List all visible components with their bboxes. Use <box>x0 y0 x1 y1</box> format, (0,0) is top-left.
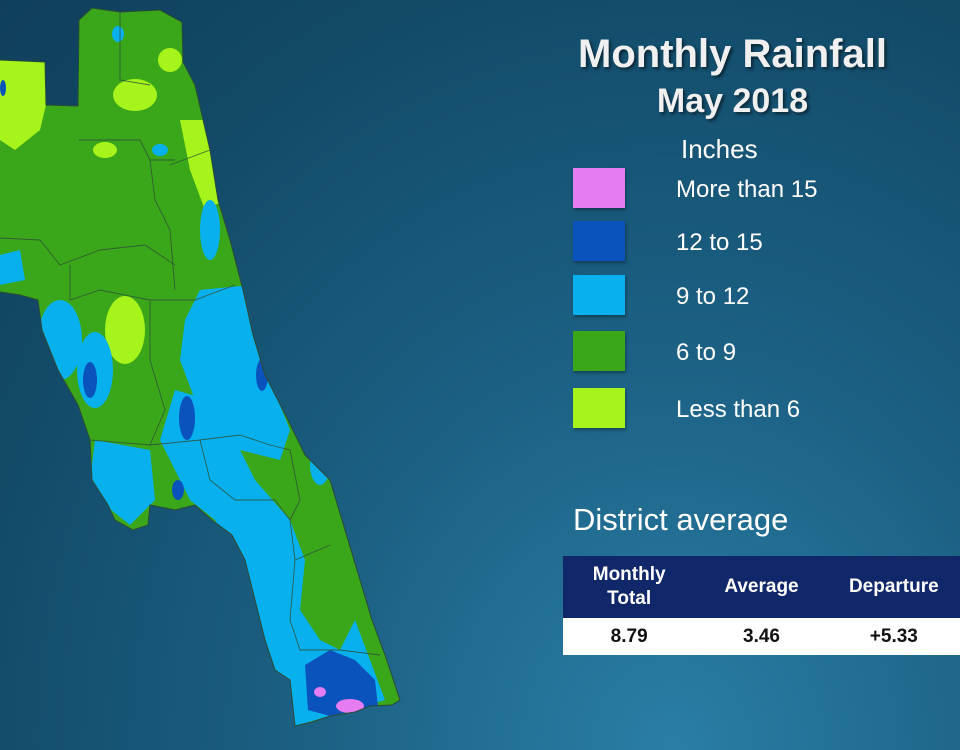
legend-item-more-than-15: More than 15 <box>573 168 873 210</box>
rainfall-region <box>0 8 400 726</box>
column-header-average: Average <box>695 556 828 618</box>
legend-label: Less than 6 <box>676 396 801 423</box>
district-average-heading: District average <box>573 502 789 537</box>
monthly-total-value: 8.79 <box>563 618 696 655</box>
county-boundaries <box>0 12 381 656</box>
column-header-monthly-total: Monthly Total <box>563 556 696 618</box>
map-subtitle: May 2018 <box>656 82 809 120</box>
district-average-table: Monthly Total Average Departure 8.79 3.46… <box>563 556 960 655</box>
legend-label: 12 to 15 <box>676 229 763 256</box>
departure-value: +5.33 <box>827 618 960 655</box>
map-title: Monthly Rainfall <box>578 32 887 76</box>
legend-swatch <box>573 168 625 208</box>
legend-item-less-than-6: Less than 6 <box>573 388 873 430</box>
legend-swatch <box>573 331 625 371</box>
legend-label: More than 15 <box>676 176 818 203</box>
column-header-departure: Departure <box>827 556 960 618</box>
legend-swatch <box>573 221 625 261</box>
legend-item-6-to-9: 6 to 9 <box>573 331 873 373</box>
table-header-row: Monthly Total Average Departure <box>563 556 960 618</box>
legend-swatch <box>573 275 625 315</box>
legend-label: 9 to 12 <box>676 283 750 310</box>
legend-label: 6 to 9 <box>676 339 737 366</box>
legend-heading: Inches <box>681 134 758 164</box>
legend-swatch <box>573 388 625 428</box>
average-value: 3.46 <box>695 618 828 655</box>
legend-item-12-to-15: 12 to 15 <box>573 221 873 263</box>
rainfall-map <box>0 7 401 727</box>
legend-item-9-to-12: 9 to 12 <box>573 275 873 317</box>
table-row: 8.79 3.46 +5.33 <box>563 618 960 655</box>
